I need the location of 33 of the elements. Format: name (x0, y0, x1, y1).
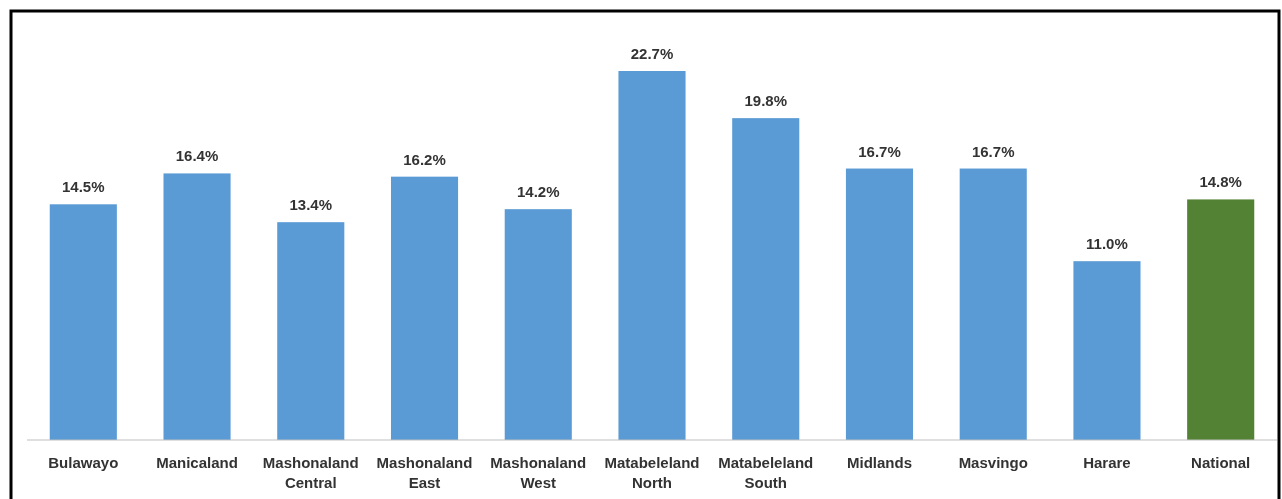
bar (959, 168, 1027, 440)
data-label: 16.4% (175, 147, 219, 165)
x-tick-label: Mashonaland East (376, 454, 473, 491)
data-label: 22.7% (630, 45, 674, 62)
x-tick-label: Mashonaland Central (262, 454, 359, 491)
x-tick-label: Mashonaland West (490, 454, 587, 491)
bar (618, 71, 686, 440)
bar (845, 168, 914, 440)
x-tick-label: Bulawayo (48, 454, 119, 471)
x-tick-label: Midlands (846, 454, 912, 471)
bar (504, 209, 572, 440)
bar (163, 173, 231, 440)
data-label: 16.7% (858, 142, 901, 160)
x-tick-label: Manicaland (156, 454, 238, 471)
x-tick-label: Matabeleland South (718, 454, 814, 491)
data-label: 14.8% (1199, 173, 1242, 191)
bar (1187, 199, 1255, 440)
x-tick-label: National (1191, 454, 1251, 471)
bar (1073, 261, 1141, 440)
x-tick-label: Matabeleland North (604, 454, 700, 491)
data-label: 11.0% (1086, 235, 1128, 253)
data-label: 14.5% (62, 178, 105, 196)
data-label: 19.8% (744, 92, 788, 110)
bar (732, 118, 800, 440)
x-tick-label: Masvingo (958, 454, 1028, 471)
data-label: 13.4% (289, 196, 333, 214)
bar (49, 204, 117, 440)
data-label: 16.7% (971, 142, 1015, 160)
data-label: 16.2% (403, 150, 446, 168)
data-label: 14.2% (516, 183, 560, 201)
bar (277, 222, 345, 440)
bar (390, 176, 459, 440)
x-tick-label: Harare (1083, 454, 1131, 471)
